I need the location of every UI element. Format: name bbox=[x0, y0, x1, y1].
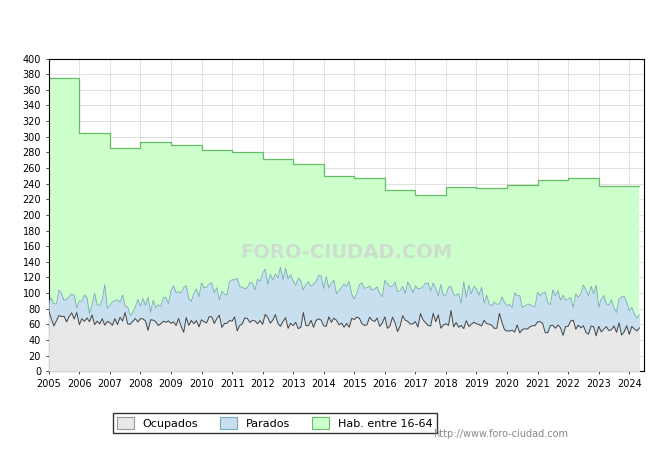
Legend: Ocupados, Parados, Hab. entre 16-64: Ocupados, Parados, Hab. entre 16-64 bbox=[112, 413, 437, 433]
Text: http://www.foro-ciudad.com: http://www.foro-ciudad.com bbox=[433, 429, 568, 439]
Text: FORO-CIUDAD.COM: FORO-CIUDAD.COM bbox=[240, 243, 452, 262]
Text: Pozo-Lorente - Evolucion de la poblacion en edad de Trabajar Mayo de 2024: Pozo-Lorente - Evolucion de la poblacion… bbox=[72, 19, 578, 32]
